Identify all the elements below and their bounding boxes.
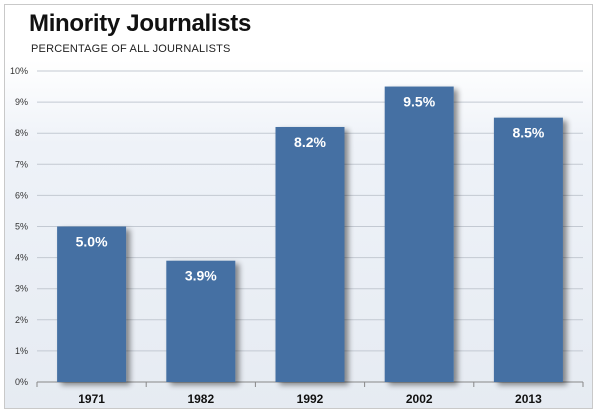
y-tick-label: 2% — [15, 315, 28, 325]
y-tick-label: 5% — [15, 222, 28, 232]
data-label: 8.2% — [294, 134, 326, 150]
y-tick-label: 3% — [15, 284, 28, 294]
x-tick-label: 1982 — [187, 392, 214, 406]
y-tick-label: 0% — [15, 377, 28, 387]
y-tick-label: 4% — [15, 253, 28, 263]
bar — [57, 226, 127, 382]
chart-subtitle: PERCENTAGE OF ALL JOURNALISTS — [31, 43, 231, 55]
data-label: 9.5% — [403, 94, 435, 110]
data-label: 3.9% — [185, 268, 217, 284]
y-tick-label: 10% — [10, 66, 28, 76]
y-tick-label: 7% — [15, 159, 28, 169]
chart-title: Minority Journalists — [29, 10, 252, 37]
bar — [384, 86, 454, 383]
x-tick-label: 2013 — [515, 392, 542, 406]
x-tick-label: 1971 — [78, 392, 105, 406]
bar — [493, 117, 563, 383]
data-label: 5.0% — [76, 234, 108, 250]
y-tick-label: 8% — [15, 128, 28, 138]
x-tick-label: 2002 — [406, 392, 433, 406]
x-tick-label: 1992 — [297, 392, 324, 406]
data-label: 8.5% — [512, 125, 544, 141]
y-tick-label: 9% — [15, 97, 28, 107]
y-tick-label: 6% — [15, 190, 28, 200]
bar — [275, 126, 345, 382]
bar — [166, 260, 236, 382]
y-tick-label: 1% — [15, 346, 28, 356]
